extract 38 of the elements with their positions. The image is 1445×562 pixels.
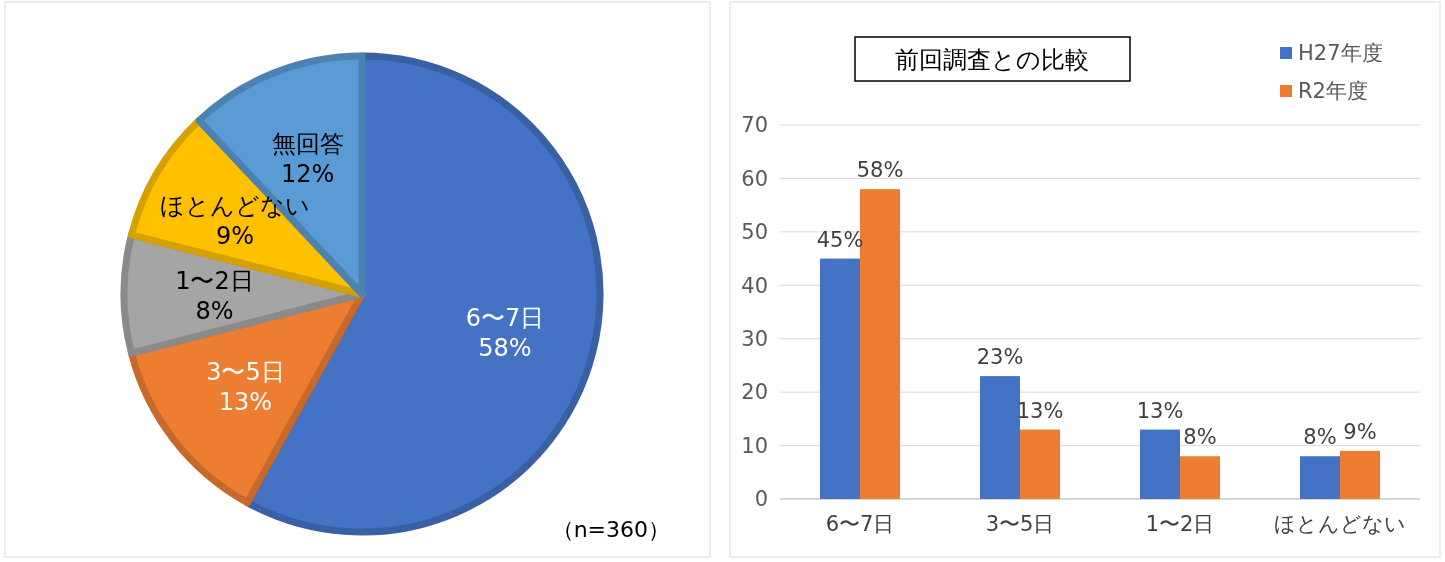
slice-label: 1〜2日 <box>175 267 254 296</box>
y-tick-label: 30 <box>741 327 768 352</box>
data-label: 8% <box>1183 425 1217 450</box>
chart-title: 前回調査との比較 <box>895 46 1089 74</box>
y-tick-label: 50 <box>741 220 768 245</box>
legend-label: R2年度 <box>1298 79 1368 104</box>
bar <box>820 258 860 499</box>
slice-label: 3〜5日 <box>206 357 285 386</box>
slice-label: 6〜7日 <box>465 303 545 332</box>
y-tick-label: 60 <box>741 166 768 191</box>
data-label: 9% <box>1343 419 1377 444</box>
bar <box>980 376 1020 499</box>
y-tick-label: 10 <box>741 433 768 458</box>
data-label: 23% <box>976 345 1024 370</box>
x-tick-label: 3〜5日 <box>985 512 1055 536</box>
bar <box>1020 429 1060 499</box>
x-tick-label: 1〜2日 <box>1145 512 1215 536</box>
legend-label: H27年度 <box>1298 41 1383 66</box>
data-label: 58% <box>478 333 532 362</box>
data-label: 13% <box>218 387 273 416</box>
bar <box>1300 456 1340 499</box>
data-label: 12% <box>281 160 335 188</box>
y-tick-label: 40 <box>741 273 768 298</box>
data-label: 8% <box>195 297 234 326</box>
bar <box>1180 456 1220 499</box>
y-tick-label: 70 <box>741 113 768 138</box>
data-label: 58% <box>856 158 904 183</box>
bar <box>1140 429 1180 499</box>
slice-label: 無回答 <box>271 130 344 158</box>
x-tick-label: 6〜7日 <box>825 512 895 536</box>
data-label: 13% <box>1136 398 1184 423</box>
text: （n=360） <box>551 517 670 542</box>
y-tick-label: 0 <box>754 487 768 512</box>
bar <box>1340 450 1380 499</box>
y-tick-label: 20 <box>741 380 768 405</box>
x-tick-label: ほとんどない <box>1274 512 1406 536</box>
data-label: 8% <box>1303 425 1337 450</box>
data-label: 9% <box>215 222 255 251</box>
